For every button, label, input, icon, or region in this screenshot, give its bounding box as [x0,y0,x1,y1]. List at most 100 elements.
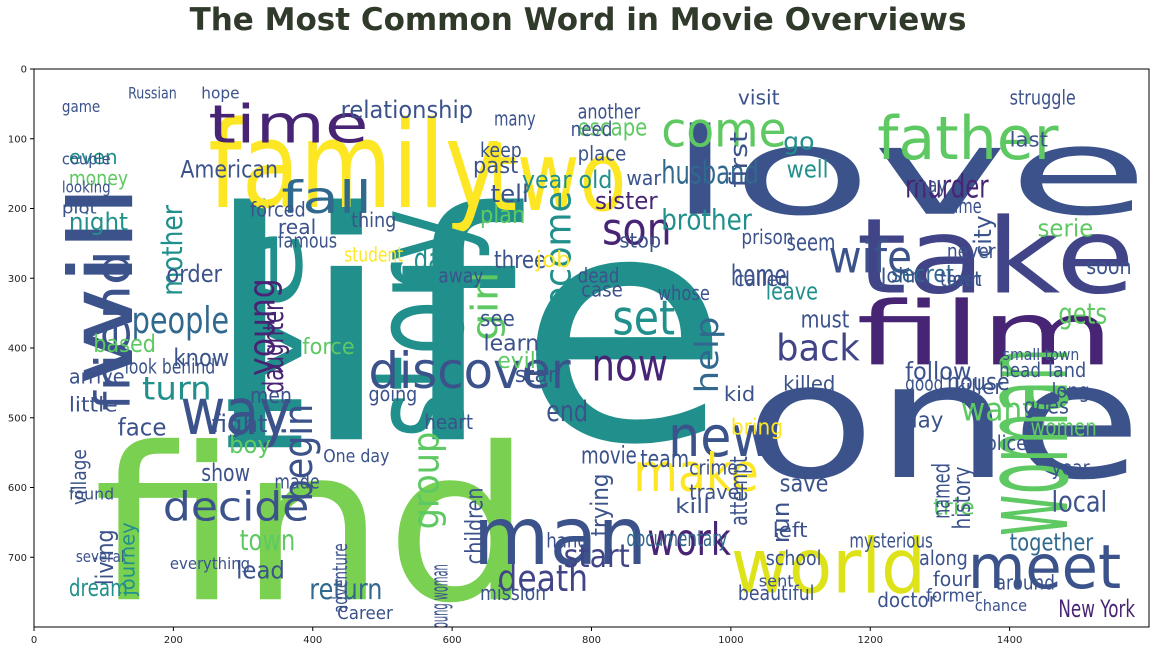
word-bring: bring [731,414,783,440]
word-game: game [62,98,100,116]
word-life: life [201,146,731,515]
word-home: home [731,260,787,292]
word-come: come [661,102,786,158]
word-made: made [274,471,319,494]
word-together: together [1010,530,1094,558]
word-tell: tell [490,179,528,208]
word-sister: sister [595,186,658,215]
word-named: named [927,463,955,519]
word-save: save [780,470,829,498]
word-place: place [578,142,627,166]
word-dead: dead [578,265,620,288]
word-couple: couple [62,150,111,169]
word-plot: plot [62,199,97,218]
word-adventure: adventure [330,543,353,613]
word-stop: stop [619,229,661,252]
x-tick-label: 1200 [858,635,883,646]
word-children: children [461,487,489,564]
word-son: son [602,203,672,255]
word-run: run [766,501,794,543]
word-two: two [487,120,626,233]
word-women: women [1031,414,1097,442]
word-work: work [647,515,731,566]
word-first: first [726,132,753,188]
word-doctor: doctor [877,588,936,612]
word-help: help [688,317,725,394]
x-tick-label: 800 [582,635,601,646]
word-house: house [947,369,1010,397]
word-career: Career [337,604,394,625]
word-famous: famous [278,230,337,253]
word-girl: girl [465,271,506,341]
word-force: force [302,334,354,360]
word-along: along [919,547,968,570]
word-left: left [773,519,808,542]
word-chance: chance [975,596,1027,615]
word-set: set [612,290,675,347]
word-must: must [801,306,850,334]
word-arrive: arrive [69,365,125,388]
x-tick-label: 600 [443,635,462,646]
y-tick-label: 0 [21,65,27,76]
word-discover: discover [369,342,572,400]
word-little: little [69,393,118,416]
word-plan: plan [480,201,525,229]
word-sent: sent [759,572,794,591]
word-soon: soon [1086,253,1131,279]
word-village: village [69,449,92,505]
word-boy: boy [229,430,271,459]
word-turn: turn [142,369,212,407]
word-police: police [975,432,1027,455]
word-back: back [776,328,860,370]
word-past: past [473,153,518,179]
word-another: another [578,101,641,124]
word-trie: trie [933,494,975,521]
word-three: three [494,247,546,274]
word-four: four [933,568,972,592]
word-find: find [93,403,532,650]
x-tick-label: 0 [31,635,37,646]
word-head: head [999,359,1041,382]
word-end: end [546,396,588,428]
word-good: good [905,373,943,397]
word-learn: learn [483,330,539,356]
word-visit: visit [738,86,780,110]
word-everything: everything [170,555,250,574]
word-want: want [961,392,1034,429]
word-based: based [93,330,156,358]
word-mother: mother [157,205,190,296]
word-thing: thing [351,209,396,232]
word-way: way [180,375,291,450]
word-killer: killer [954,375,1004,399]
word-relationship: relationship [341,96,473,124]
word-even: even [69,145,118,169]
word-story: story [345,209,494,439]
word-school: school [766,548,822,570]
word-take: take [856,196,1135,318]
word-mission: mission [480,583,546,605]
word-will: will [51,184,153,386]
word-history: history [949,467,977,530]
word-become: become [538,191,580,331]
word-forced: forced [250,198,306,221]
word-night: night [69,207,128,236]
word-gets: gets [1058,298,1107,331]
word-john: John [879,264,923,287]
word-town: town [240,525,296,558]
word-woman: woman [955,348,1095,536]
y-tick-label: 500 [8,413,27,424]
word-looking: looking [62,178,111,196]
word-one-day: One day [323,445,389,466]
word-show: show [201,460,250,488]
word-death: death [497,558,588,600]
x-axis: 0 200 400 600 800 1000 1200 1400 [31,627,1022,646]
word-family: family [208,95,501,236]
word-killed: killed [783,373,835,396]
x-tick-label: 200 [164,635,183,646]
word-husband: husband [661,153,759,191]
y-tick-label: 200 [8,204,27,215]
word-play: play [898,408,943,434]
y-tick-label: 600 [8,483,27,494]
word-fight: fight [212,410,268,438]
